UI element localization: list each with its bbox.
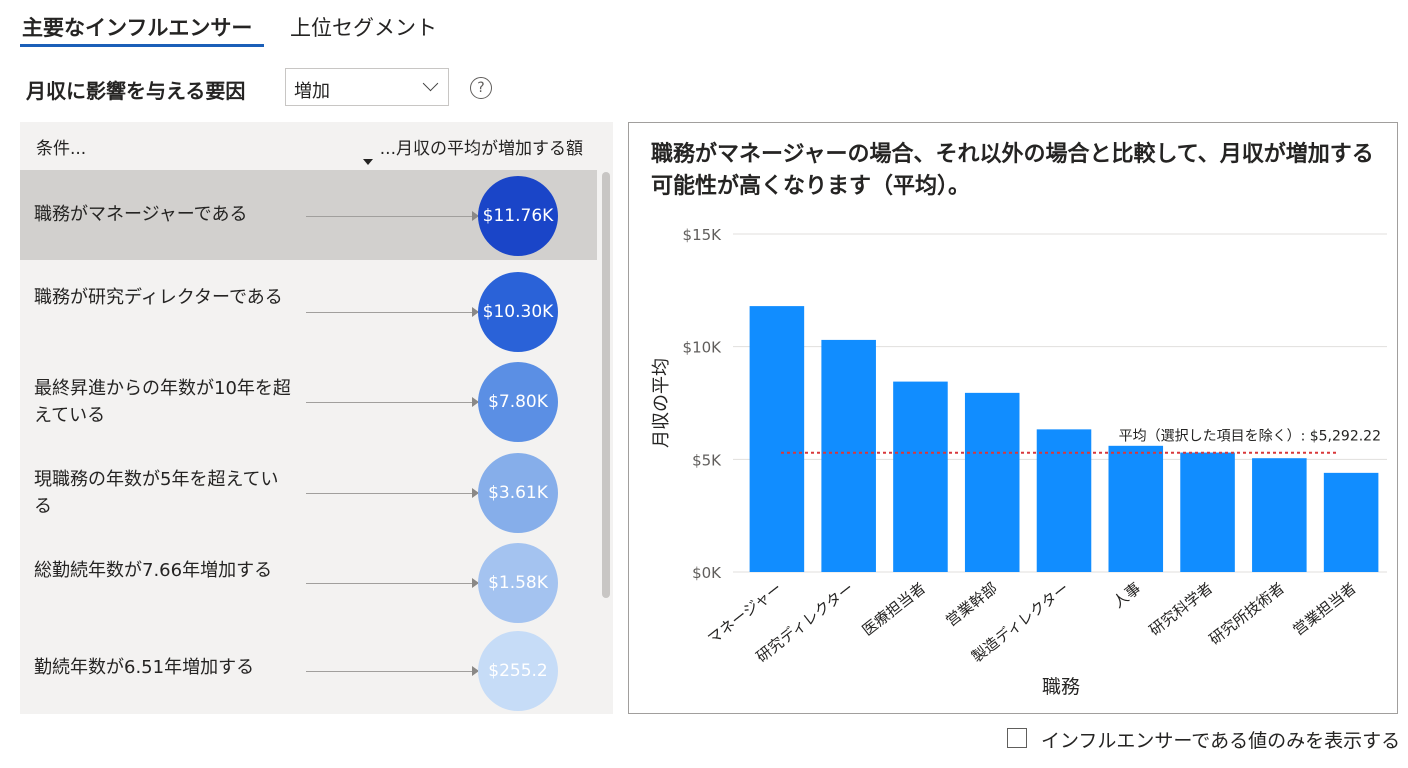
y-tick-label: $5K bbox=[692, 451, 722, 469]
influencer-row[interactable]: 勤続年数が6.51年増加する $255.2 bbox=[20, 627, 597, 717]
influence-bubble: $255.2 bbox=[478, 631, 558, 711]
influencer-row[interactable]: 最終昇進からの年数が10年を超えている $7.80K bbox=[20, 358, 597, 448]
bar bbox=[1252, 458, 1307, 572]
arrow-right-icon bbox=[472, 397, 479, 407]
bar bbox=[821, 339, 876, 572]
influencer-condition: 最終昇進からの年数が10年を超えている bbox=[34, 378, 291, 426]
connector-line bbox=[306, 402, 476, 403]
bar bbox=[1180, 452, 1235, 572]
active-tab-underline bbox=[20, 44, 264, 47]
x-tick-label: 人事 bbox=[1110, 579, 1145, 612]
x-tick-label: 営業幹部 bbox=[942, 579, 1000, 630]
chart-title: 職務がマネージャーの場合、それ以外の場合と比較して、月収が増加する可能性が高くな… bbox=[651, 142, 1374, 199]
y-tick-label: $10K bbox=[683, 339, 723, 357]
influence-bubble: $10.30K bbox=[478, 272, 558, 352]
arrow-right-icon bbox=[472, 488, 479, 498]
question-circle-icon[interactable]: ? bbox=[470, 77, 492, 99]
y-tick-label: $0K bbox=[692, 564, 722, 582]
influence-bubble: $1.58K bbox=[478, 543, 558, 623]
dropdown-selected-value: 増加 bbox=[294, 81, 330, 102]
influencer-condition: 勤続年数が6.51年増加する bbox=[34, 657, 255, 678]
influencer-condition: 職務がマネージャーである bbox=[34, 204, 248, 225]
x-tick-label: 研究所技術者 bbox=[1206, 579, 1288, 649]
tab-key-influencers[interactable]: 主要なインフルエンサー bbox=[22, 16, 253, 40]
influencer-condition: 総勤続年数が7.66年増加する bbox=[34, 560, 273, 581]
arrow-right-icon bbox=[472, 578, 479, 588]
influencer-list: 条件... ...月収の平均が増加する額 職務がマネージャーである $11.76… bbox=[20, 122, 613, 714]
bar bbox=[964, 392, 1020, 572]
tab-top-segments[interactable]: 上位セグメント bbox=[290, 16, 437, 40]
show-only-checkbox[interactable] bbox=[1007, 728, 1027, 748]
bar bbox=[893, 381, 948, 572]
influencer-condition: 現職務の年数が5年を超えている bbox=[34, 469, 279, 517]
influencer-row[interactable]: 職務がマネージャーである $11.76K bbox=[20, 170, 597, 260]
connector-line bbox=[306, 312, 476, 313]
x-tick-label: 営業担当者 bbox=[1289, 579, 1359, 639]
bar bbox=[1108, 445, 1164, 572]
show-only-label: インフルエンサーである値のみを表示する bbox=[1041, 730, 1401, 752]
chevron-down-icon bbox=[422, 75, 439, 92]
influencer-row[interactable]: 現職務の年数が5年を超えている $3.61K bbox=[20, 449, 597, 539]
influencer-row[interactable]: 職務が研究ディレクターである $10.30K bbox=[20, 267, 597, 357]
average-reference-label: 平均（選択した項目を除く）: $5,292.22 bbox=[1119, 429, 1381, 445]
bar bbox=[1036, 429, 1092, 572]
bar bbox=[749, 306, 805, 572]
bar bbox=[1323, 472, 1379, 572]
influence-bubble: $3.61K bbox=[478, 453, 558, 533]
influence-bubble: $11.76K bbox=[478, 176, 558, 256]
sort-descending-icon bbox=[363, 159, 373, 165]
influencer-row[interactable]: 総勤続年数が7.66年増加する $1.58K bbox=[20, 540, 597, 630]
x-tick-label: 研究科学者 bbox=[1146, 579, 1216, 639]
arrow-right-icon bbox=[472, 211, 479, 221]
direction-dropdown[interactable]: 増加 bbox=[285, 68, 449, 106]
y-axis-title: 月収の平均 bbox=[651, 358, 672, 448]
connector-line bbox=[306, 493, 476, 494]
arrow-right-icon bbox=[472, 666, 479, 676]
connector-line bbox=[306, 671, 476, 672]
scrollbar-thumb[interactable] bbox=[602, 172, 610, 598]
arrow-right-icon bbox=[472, 307, 479, 317]
analysis-question-label: 月収に影響を与える要因 bbox=[26, 79, 246, 103]
x-axis-title: 職務 bbox=[1042, 676, 1080, 698]
column-header-condition: 条件... bbox=[36, 139, 87, 159]
x-tick-label: 医療担当者 bbox=[859, 579, 929, 639]
influence-bubble: $7.80K bbox=[478, 362, 558, 442]
connector-line bbox=[306, 216, 476, 217]
detail-chart-panel: 職務がマネージャーの場合、それ以外の場合と比較して、月収が増加する可能性が高くな… bbox=[628, 122, 1398, 714]
influencer-condition: 職務が研究ディレクターである bbox=[34, 287, 283, 308]
column-header-increase[interactable]: ...月収の平均が増加する額 bbox=[379, 139, 583, 159]
y-tick-label: $15K bbox=[683, 226, 723, 244]
connector-line bbox=[306, 583, 476, 584]
